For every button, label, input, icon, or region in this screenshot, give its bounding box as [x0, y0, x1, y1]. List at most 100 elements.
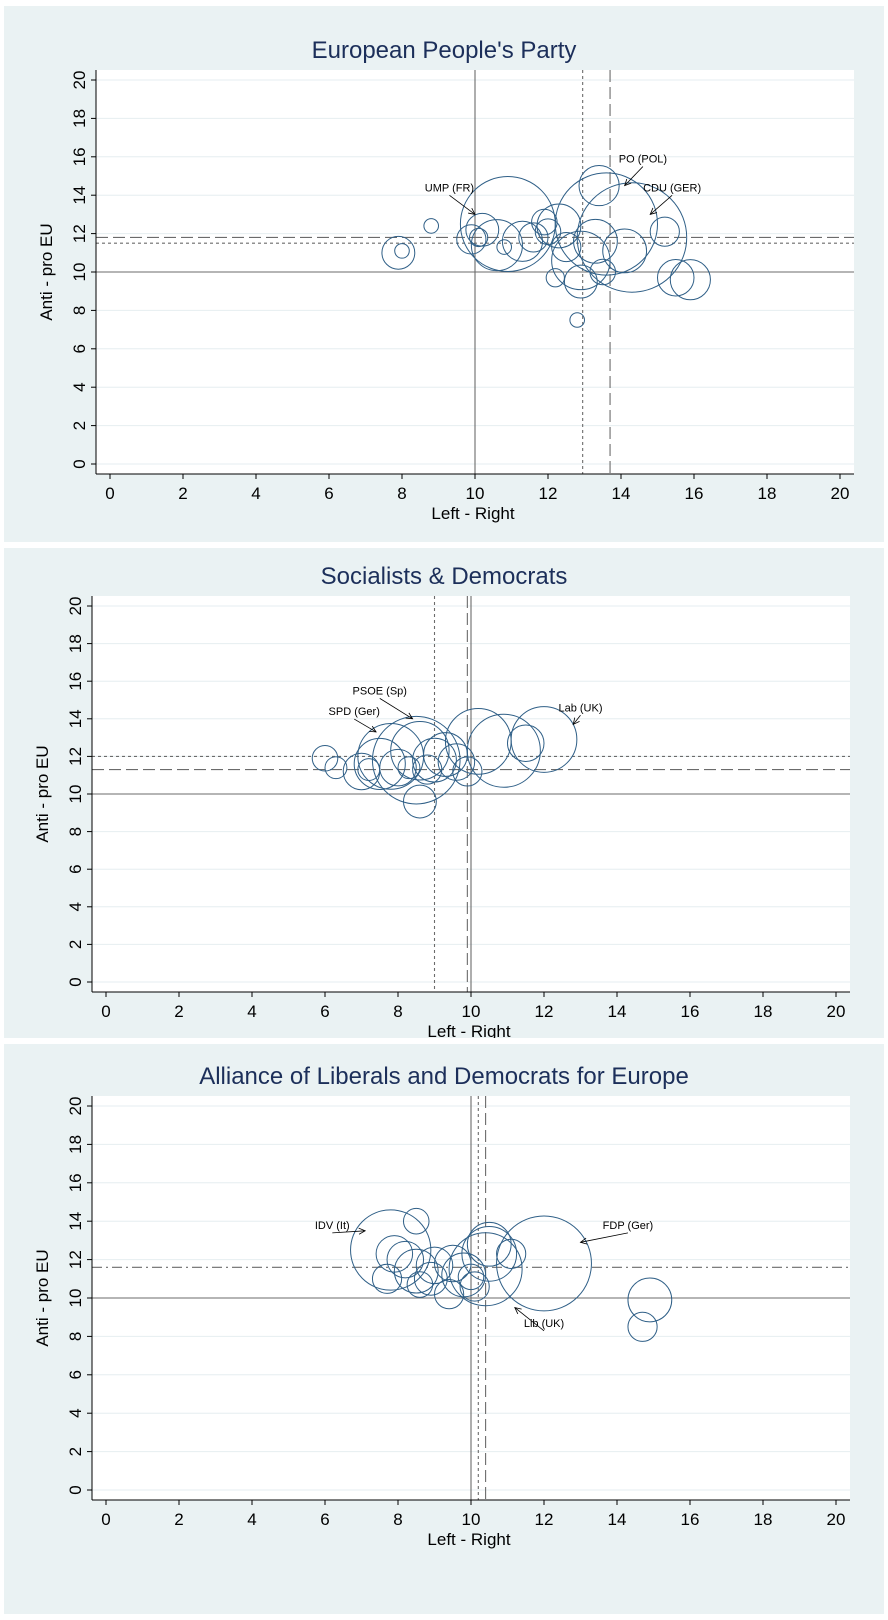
- y-tick-label: 12: [70, 224, 89, 243]
- x-tick-label: 14: [612, 484, 631, 503]
- y-tick-label: 18: [66, 634, 85, 653]
- x-tick-label: 20: [827, 1002, 846, 1021]
- x-axis-label: Left - Right: [427, 1022, 510, 1038]
- data-bubble: [518, 222, 549, 253]
- y-axis-label: Anti - pro EU: [33, 745, 52, 842]
- x-tick-label: 14: [608, 1002, 627, 1021]
- data-bubble: [324, 756, 348, 780]
- annotation-arrow: [572, 715, 581, 725]
- data-bubble: [381, 235, 416, 270]
- x-tick-label: 10: [466, 484, 485, 503]
- data-bubble: [563, 264, 598, 299]
- y-tick-label: 6: [70, 344, 89, 353]
- data-bubble: [434, 1244, 472, 1283]
- x-tick-label: 18: [754, 1002, 773, 1021]
- x-tick-label: 20: [827, 1510, 846, 1529]
- x-tick-label: 12: [535, 1510, 554, 1529]
- annotation-arrowhead: [514, 1307, 522, 1315]
- y-tick-label: 10: [66, 785, 85, 804]
- annotation-label: PO (POL): [619, 154, 667, 166]
- y-tick-label: 0: [66, 1485, 85, 1494]
- y-tick-label: 0: [66, 977, 85, 986]
- x-tick-label: 4: [247, 1002, 256, 1021]
- y-tick-label: 8: [66, 1332, 85, 1341]
- data-bubble: [496, 1238, 527, 1269]
- y-tick-label: 6: [66, 864, 85, 873]
- x-tick-label: 16: [685, 484, 704, 503]
- annotation-arrow: [332, 1230, 366, 1234]
- y-tick-label: 12: [66, 747, 85, 766]
- x-tick-label: 6: [324, 484, 333, 503]
- annotation-arrowhead: [649, 207, 658, 216]
- annotation-arrowhead: [624, 178, 632, 187]
- data-bubble: [469, 227, 489, 248]
- data-bubble: [576, 182, 688, 293]
- data-bubble: [466, 1221, 512, 1267]
- data-bubble: [649, 216, 680, 247]
- data-bubble: [461, 1225, 518, 1282]
- data-bubble: [393, 1248, 439, 1294]
- x-tick-label: 18: [754, 1510, 773, 1529]
- y-tick-label: 16: [66, 672, 85, 691]
- y-tick-label: 8: [66, 827, 85, 836]
- data-bubble: [402, 784, 437, 819]
- data-bubble: [394, 243, 410, 259]
- chart-title: Socialists & Democrats: [321, 563, 568, 590]
- x-tick-label: 20: [831, 484, 850, 503]
- data-bubble: [551, 231, 582, 263]
- annotation-label: FDP (Ger): [603, 1220, 654, 1232]
- chart-panel-2: Socialists & Democrats PSOE (Sp) SPD (Ger)…: [4, 548, 884, 1038]
- data-bubble: [448, 1232, 523, 1307]
- y-tick-label: 14: [66, 1212, 85, 1231]
- y-tick-label: 14: [66, 709, 85, 728]
- x-axis-label: Left - Right: [431, 504, 514, 523]
- y-tick-label: 6: [66, 1370, 85, 1379]
- x-axis-label: Left - Right: [427, 1530, 510, 1549]
- y-tick-label: 12: [66, 1250, 85, 1269]
- annotation-arrow: [624, 166, 644, 186]
- y-tick-label: 4: [66, 902, 85, 911]
- chart-svg: Alliance of Liberals and Democrats for E…: [33, 1063, 850, 1549]
- x-tick-label: 0: [105, 484, 114, 503]
- y-tick-label: 4: [66, 1408, 85, 1417]
- x-tick-label: 2: [174, 1510, 183, 1529]
- annotation-arrow: [580, 1232, 629, 1243]
- y-tick-label: 2: [70, 421, 89, 430]
- y-tick-label: 10: [66, 1289, 85, 1308]
- data-bubble: [457, 1263, 485, 1291]
- data-bubble: [578, 165, 620, 207]
- y-tick-label: 16: [66, 1173, 85, 1192]
- x-tick-label: 8: [393, 1002, 402, 1021]
- x-tick-label: 0: [101, 1510, 110, 1529]
- x-tick-label: 2: [178, 484, 187, 503]
- x-tick-label: 18: [758, 484, 777, 503]
- data-bubble: [669, 259, 711, 301]
- annotation-label: CDU (GER): [643, 182, 701, 194]
- data-bubble: [627, 1311, 658, 1342]
- data-bubble: [466, 713, 541, 788]
- annotation-arrowhead: [579, 1237, 588, 1245]
- data-bubble: [437, 743, 476, 781]
- chart-panel-3: Alliance of Liberals and Democrats for E…: [4, 1044, 884, 1614]
- annotation-arrow: [649, 195, 673, 215]
- data-bubble: [397, 756, 421, 780]
- x-tick-label: 8: [397, 484, 406, 503]
- annotation-label: SPD (Ger): [329, 706, 380, 718]
- data-bubble: [406, 1271, 434, 1298]
- data-bubble: [501, 220, 544, 262]
- y-tick-label: 0: [70, 459, 89, 468]
- data-bubble: [452, 756, 483, 787]
- data-bubble: [350, 1209, 432, 1291]
- x-tick-label: 16: [681, 1002, 700, 1021]
- data-bubble: [423, 218, 440, 234]
- data-bubble: [602, 228, 648, 274]
- y-tick-label: 14: [70, 186, 89, 205]
- y-tick-label: 20: [66, 1097, 85, 1116]
- x-tick-label: 8: [393, 1510, 402, 1529]
- annotation-arrow: [379, 698, 413, 720]
- data-bubble: [353, 737, 406, 790]
- annotation-arrowhead: [468, 208, 476, 215]
- y-tick-label: 10: [70, 263, 89, 282]
- annotation-arrow: [514, 1307, 545, 1332]
